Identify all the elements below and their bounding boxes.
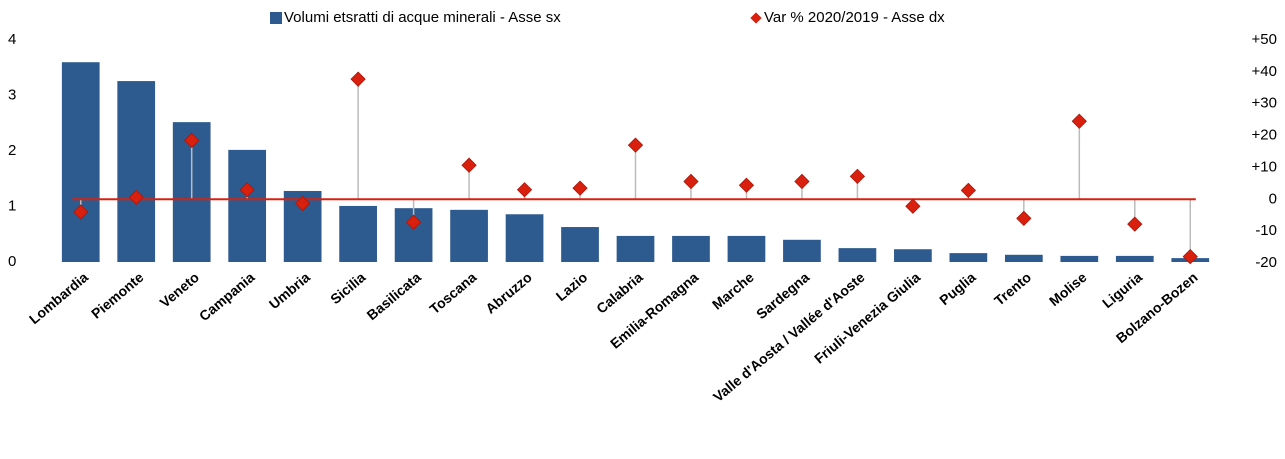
bar bbox=[505, 214, 544, 262]
diamond bbox=[960, 182, 976, 199]
x-tick-label: Lombardia bbox=[26, 269, 91, 327]
diamond bbox=[1182, 248, 1198, 265]
bar bbox=[450, 209, 488, 262]
diamond bbox=[128, 189, 144, 206]
x-tick-label: Campania bbox=[196, 269, 258, 324]
diamond bbox=[572, 180, 588, 196]
bar bbox=[61, 62, 100, 263]
diamond bbox=[405, 214, 422, 230]
diamond bbox=[73, 204, 89, 220]
bar bbox=[339, 205, 377, 262]
bar bbox=[727, 235, 766, 262]
y-tick-label: 1 bbox=[8, 197, 16, 214]
diamond bbox=[350, 71, 366, 87]
legend-label: Var % 2020/2019 - Asse dx bbox=[764, 9, 945, 26]
y2-tick-label: +20 bbox=[1252, 127, 1277, 144]
legend-swatch bbox=[750, 12, 762, 24]
x-tick-label: Friuli-Venezia Giulia bbox=[811, 269, 923, 367]
y2-tick-label: -20 bbox=[1255, 254, 1277, 271]
x-tick-label: Sicilia bbox=[327, 269, 368, 307]
y2-tick-label: +50 bbox=[1252, 31, 1277, 48]
diamond bbox=[239, 182, 255, 198]
bar bbox=[228, 149, 267, 262]
bar bbox=[672, 235, 710, 262]
x-tick-label: Marche bbox=[709, 269, 757, 313]
x-tick-label: Toscana bbox=[426, 269, 479, 317]
y2-tick-label: +40 bbox=[1252, 63, 1277, 80]
bar bbox=[117, 81, 156, 262]
bar bbox=[949, 253, 988, 262]
diamond bbox=[461, 157, 477, 173]
bar bbox=[894, 249, 932, 262]
diamond bbox=[683, 173, 699, 190]
x-tick-label: Abruzzo bbox=[482, 269, 535, 317]
legend-swatch bbox=[270, 12, 282, 24]
x-tick-label: Molise bbox=[1046, 269, 1090, 309]
y-tick-label: 3 bbox=[8, 86, 16, 103]
y-tick-label: 4 bbox=[8, 31, 16, 48]
diamond bbox=[1071, 113, 1087, 129]
diamond bbox=[794, 173, 810, 190]
y2-tick-label: 0 bbox=[1269, 190, 1277, 207]
legend-label: Volumi etsratti di acque minerali - Asse… bbox=[284, 9, 561, 26]
bar bbox=[561, 227, 599, 262]
diamond bbox=[1016, 210, 1032, 227]
x-tick-label: Basilicata bbox=[364, 269, 425, 323]
x-tick-label: Umbria bbox=[266, 269, 313, 312]
x-tick-label: Puglia bbox=[936, 269, 979, 308]
x-tick-label: Calabria bbox=[593, 269, 646, 317]
bar bbox=[1004, 254, 1043, 262]
diamond bbox=[905, 198, 921, 214]
diamond bbox=[295, 195, 311, 212]
bar bbox=[838, 248, 877, 262]
bar bbox=[1115, 255, 1154, 262]
diamond bbox=[849, 168, 866, 184]
x-tick-label: Veneto bbox=[157, 269, 202, 311]
y-tick-label: 2 bbox=[8, 142, 16, 159]
diamond bbox=[184, 132, 200, 148]
x-tick-label: Trento bbox=[991, 269, 1034, 309]
bar bbox=[616, 235, 655, 262]
x-tick-label: Piemonte bbox=[88, 269, 147, 322]
y2-tick-label: +30 bbox=[1252, 95, 1277, 112]
y2-tick-label: +10 bbox=[1252, 158, 1277, 175]
x-tick-label: Liguria bbox=[1099, 269, 1145, 311]
diamond bbox=[1127, 216, 1143, 232]
bar bbox=[783, 239, 821, 262]
x-tick-label: Lazio bbox=[553, 269, 591, 304]
bar bbox=[1060, 255, 1099, 262]
y-tick-label: 0 bbox=[8, 253, 16, 270]
diamond bbox=[516, 182, 533, 198]
diamond bbox=[627, 137, 644, 153]
y2-tick-label: -10 bbox=[1255, 222, 1277, 239]
diamond bbox=[738, 177, 755, 193]
